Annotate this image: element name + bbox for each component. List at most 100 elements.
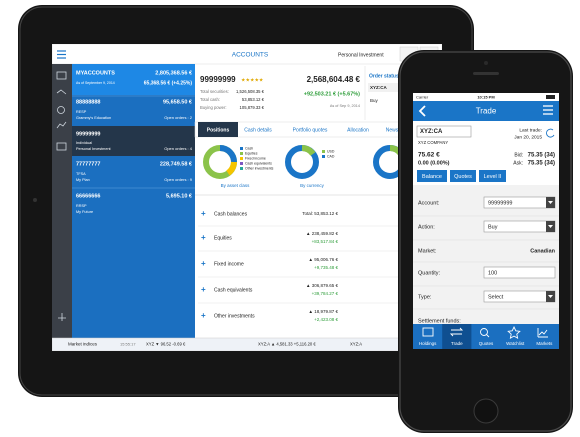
- carrier: Carrier: [416, 95, 429, 100]
- position-row[interactable]: + Equities ▲ 238,459.82 € +83,517.84 €: [201, 231, 338, 244]
- shape: [450, 170, 476, 182]
- menu-icon[interactable]: [543, 105, 553, 115]
- shape: [537, 328, 548, 338]
- shape: [417, 170, 447, 182]
- ask: 75.35 (34): [528, 161, 555, 167]
- icon-strip: [52, 64, 72, 338]
- company: XYZ COMPANY: [418, 140, 448, 145]
- bid-label: Bid:: [514, 152, 523, 158]
- refresh-icon[interactable]: [546, 128, 555, 138]
- shape: [240, 152, 243, 155]
- account-balance: 5,695.10 €: [166, 193, 192, 199]
- tab[interactable]: Trade: [451, 341, 463, 346]
- select[interactable]: Buy: [483, 220, 556, 233]
- shape: [56, 142, 67, 151]
- field-label: Market:: [418, 248, 437, 254]
- price-change: 0.00 (0.00%): [418, 160, 450, 166]
- icon-text: Level II: [484, 174, 502, 180]
- shape: [240, 167, 243, 170]
- tab[interactable]: Quotes: [479, 341, 494, 346]
- icon-text: USD: [327, 149, 335, 153]
- tab[interactable]: Positions: [207, 127, 230, 133]
- phone-camera: [484, 61, 488, 65]
- account-item[interactable]: 88888888 95,658.50 € RESP Grammy's Educa…: [76, 99, 193, 120]
- field-label: Settlement funds:: [418, 318, 461, 324]
- status-bar: [413, 93, 559, 101]
- tab[interactable]: Holdings: [419, 341, 437, 346]
- quote-button[interactable]: Balance: [417, 170, 447, 182]
- position-row[interactable]: + Cash equivalents ▲ 306,879.65 € +39,78…: [201, 283, 338, 296]
- field-value: 99999999: [488, 200, 512, 206]
- field-label: Quantity:: [418, 270, 440, 276]
- icon-text: Equities: [245, 151, 258, 155]
- icon-text: Quotes: [454, 174, 472, 180]
- open-orders: Open orders : 4: [164, 146, 193, 151]
- shape: [548, 201, 553, 204]
- shape: [240, 162, 243, 165]
- select[interactable]: Select: [483, 290, 556, 303]
- field-label: Account:: [418, 200, 440, 206]
- account-number: MYACCOUNTS: [76, 70, 115, 76]
- tab[interactable]: Watchlist: [506, 341, 525, 346]
- account-label: Personal Investment: [76, 147, 112, 151]
- tab[interactable]: News: [386, 127, 399, 133]
- quote-button[interactable]: Level II: [479, 170, 506, 182]
- summary-label: Buying power:: [200, 105, 227, 110]
- tab[interactable]: Cash details: [244, 127, 272, 133]
- position-name: Cash balances: [214, 211, 248, 217]
- nav-bar: [413, 101, 559, 121]
- icon-text: CAD: [327, 154, 335, 158]
- position-row[interactable]: + Fixed income ▲ 95,006.76 € +9,735.48 €: [201, 257, 338, 270]
- total-change: +92,503.21 € (+5.67%): [304, 91, 360, 97]
- account-label: My Plan: [76, 178, 90, 182]
- position-value: ▲ 95,006.76 €: [309, 257, 339, 262]
- shape: [301, 145, 316, 156]
- tab[interactable]: Allocation: [347, 127, 369, 133]
- bid: 75.35 (34): [528, 153, 555, 159]
- account-change: 65,368.56 € (+4.25%): [144, 80, 193, 86]
- account-type: TFSA: [76, 172, 86, 176]
- as-of-date: As of Sep 9, 2014: [330, 104, 360, 108]
- donut-chart: [203, 145, 237, 179]
- position-value: ▲ 238,459.82 €: [306, 231, 338, 236]
- shape: [422, 327, 434, 337]
- tab-selected[interactable]: [198, 122, 238, 137]
- shape: [56, 89, 67, 95]
- chart-caption: By currency: [300, 183, 325, 188]
- account-label: My Future: [76, 210, 93, 214]
- account-item-selected[interactable]: 99999999 Individual Personal Investment …: [72, 126, 195, 156]
- position-name: Fixed income: [214, 261, 244, 267]
- account-item[interactable]: 77777777 228,749.58 € TFSA My Plan Open …: [76, 161, 193, 182]
- position-row[interactable]: + Other investments ▲ 18,979.87 € +2,423…: [201, 309, 338, 322]
- field-value: Canadian: [530, 248, 555, 254]
- rating: ★★★★★: [241, 77, 264, 83]
- price: 75.62 €: [418, 152, 440, 159]
- account-number: 66666666: [76, 193, 100, 199]
- total-value: 2,568,604.48 €: [307, 75, 361, 84]
- account-item[interactable]: MYACCOUNTS 2,805,368.56 € As of Septembe…: [72, 64, 195, 95]
- field-label: Action:: [418, 224, 435, 230]
- summary-value: 53,853.12 €: [242, 97, 265, 102]
- summary-label: Total cash:: [200, 97, 220, 102]
- menu-icon[interactable]: [57, 50, 66, 59]
- home-button[interactable]: [473, 398, 499, 424]
- order-status-title: Order status:: [369, 73, 401, 79]
- ticker-bar: [52, 337, 442, 351]
- shape: [483, 266, 556, 279]
- tab[interactable]: Markets: [536, 341, 553, 346]
- back-button[interactable]: [418, 105, 426, 117]
- symbol: XYZ:CA: [420, 129, 443, 135]
- text-input[interactable]: 100: [483, 266, 556, 279]
- symbol-input[interactable]: [416, 125, 472, 138]
- account-balance: 2,805,368.56 €: [155, 70, 192, 76]
- shape: [57, 106, 65, 114]
- tab[interactable]: Portfolio quotes: [293, 127, 328, 133]
- screen-title: Trade: [476, 107, 497, 116]
- account-item[interactable]: 66666666 5,695.10 € RRSP My Future: [76, 193, 192, 214]
- select[interactable]: 99999999: [483, 196, 556, 209]
- quote-button[interactable]: Quotes: [450, 170, 476, 182]
- position-row[interactable]: + Cash balances Total: 53,853.12 €: [201, 209, 338, 218]
- ticker-item: XYZ ▼ 96.52 -0.69 €: [146, 342, 186, 347]
- icon-text: +: [201, 311, 206, 320]
